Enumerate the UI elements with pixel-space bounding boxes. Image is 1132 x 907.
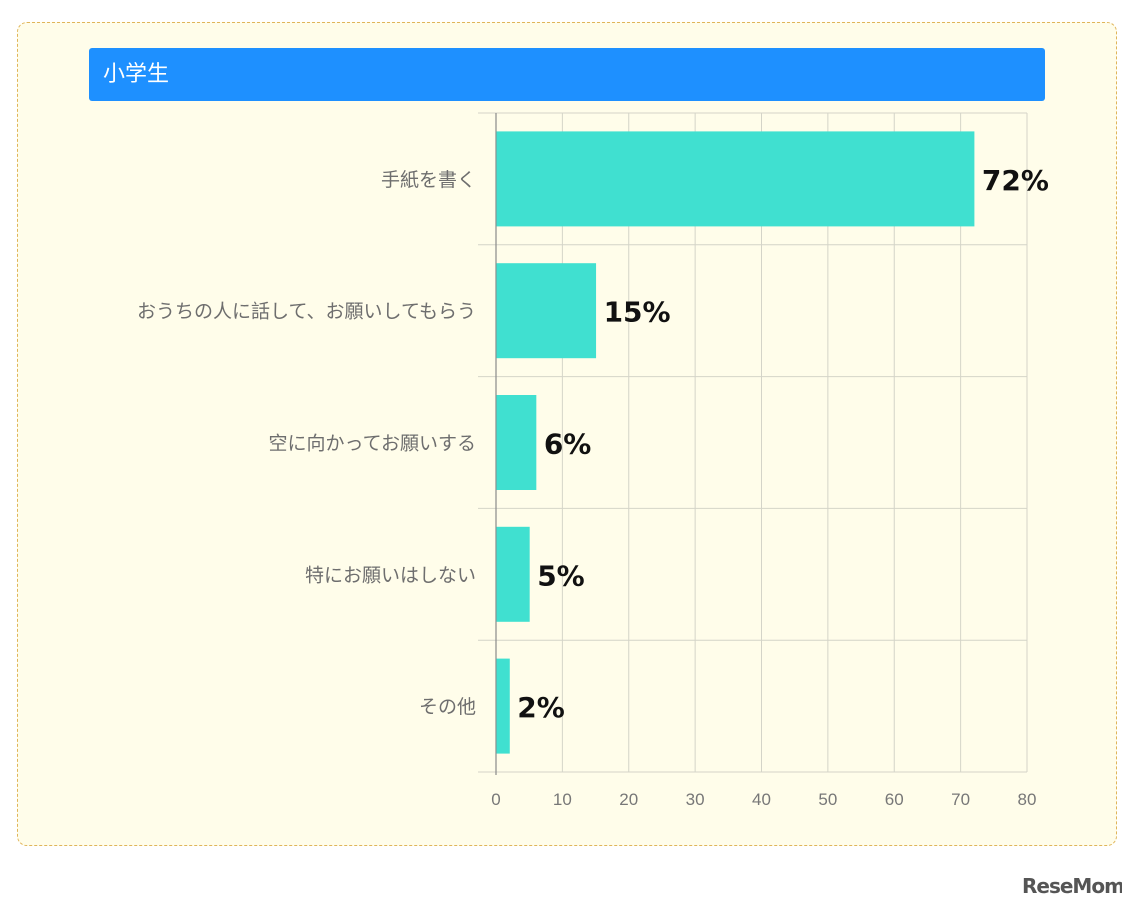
category-label: 空に向かってお願いする	[269, 433, 476, 455]
category-label: 特にお願いはしない	[305, 564, 476, 586]
category-label: その他	[419, 696, 476, 718]
category-label: おうちの人に話して、お願いしてもらう	[137, 301, 476, 323]
chart-header: 小学生	[89, 48, 1045, 101]
x-tick-label: 60	[885, 790, 904, 809]
svg-text:ReseMom: ReseMom	[1022, 874, 1122, 898]
x-tick-label: 80	[1018, 790, 1037, 809]
x-tick-label: 0	[491, 790, 500, 809]
data-label: 72%	[982, 164, 1049, 197]
bar	[496, 395, 537, 490]
x-tick-label: 30	[686, 790, 705, 809]
data-label: 5%	[537, 559, 585, 592]
bar	[496, 131, 975, 227]
x-tick-label: 50	[818, 790, 837, 809]
bar	[496, 658, 510, 754]
x-tick-label: 40	[752, 790, 771, 809]
data-label: 2%	[517, 691, 565, 724]
bar	[496, 263, 597, 359]
category-label: 手紙を書く	[381, 169, 476, 191]
bar-layer	[496, 131, 975, 754]
data-label: 15%	[604, 296, 671, 329]
label-layer: 0 10 20 30 40 50 60 70 80 手紙を書く 72% おうちの人に話して、お願いして…	[137, 164, 1049, 809]
resemom-logo: ReseMom	[1022, 874, 1122, 898]
data-label: 6%	[544, 428, 592, 461]
x-tick-label: 70	[951, 790, 970, 809]
x-tick-label: 10	[553, 790, 572, 809]
bar	[496, 526, 530, 622]
x-tick-label: 20	[619, 790, 638, 809]
chart-title: 小学生	[103, 62, 170, 87]
